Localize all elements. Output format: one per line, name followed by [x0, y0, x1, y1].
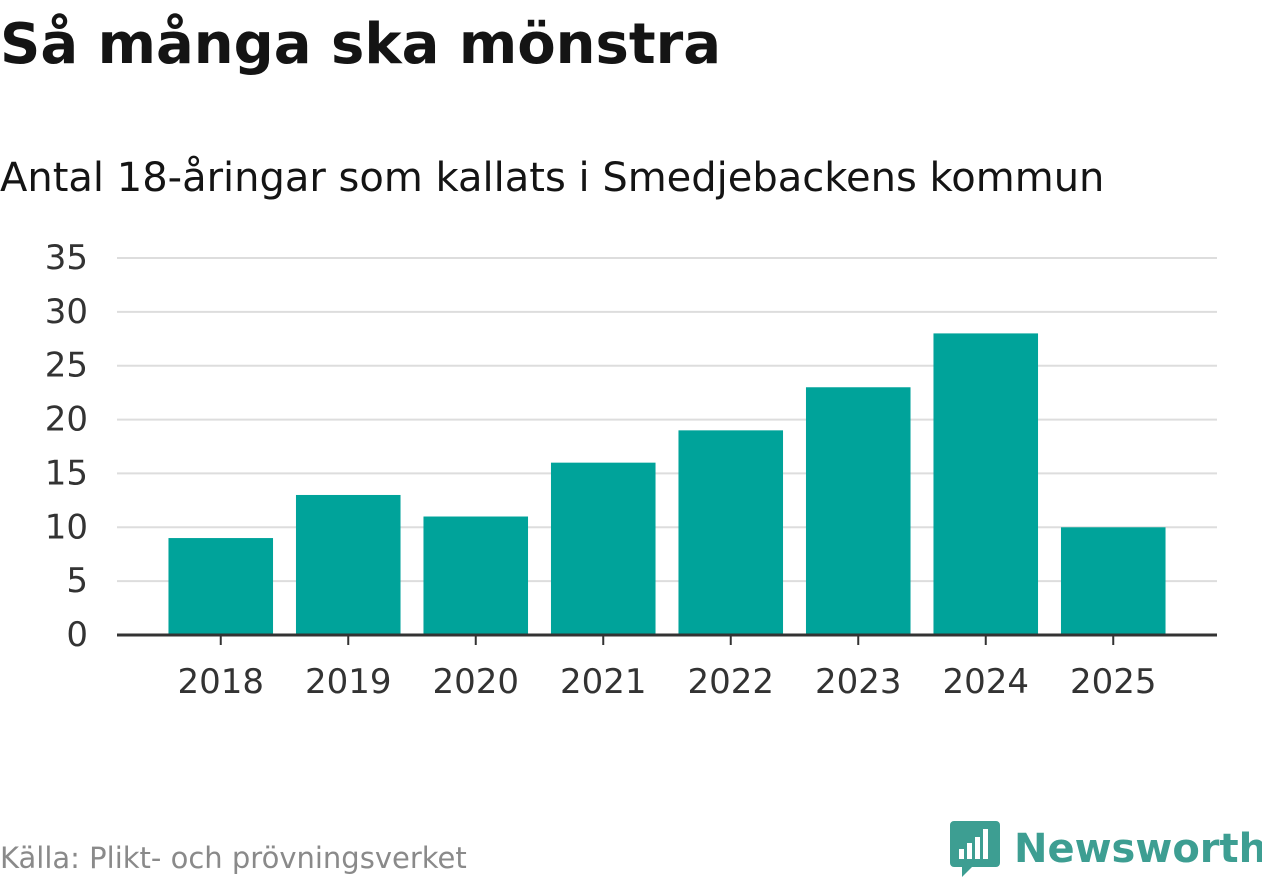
y-tick-label: 10: [45, 507, 88, 547]
bar-2018: [168, 538, 274, 635]
x-tick-label: 2025: [1070, 662, 1157, 702]
x-tick-label: 2018: [177, 662, 264, 702]
y-tick-label: 5: [66, 561, 88, 601]
bar-2022: [678, 430, 784, 635]
bar-2020: [423, 516, 529, 635]
bar-2024: [933, 333, 1039, 635]
bar-2019: [295, 494, 401, 635]
x-tick-label: 2024: [942, 662, 1029, 702]
chart-title: Så många ska mönstra: [0, 12, 722, 77]
newsworthy-logo-icon: [950, 821, 1000, 877]
bar-2023: [805, 387, 911, 635]
y-tick-label: 15: [45, 453, 88, 493]
y-tick-label: 0: [66, 615, 88, 655]
axes: [117, 633, 1217, 645]
bars: [168, 333, 1166, 635]
y-tick-label: 20: [45, 400, 88, 440]
bar-2021: [550, 462, 656, 635]
grid-lines: [117, 257, 1217, 583]
x-tick-label: 2022: [687, 662, 774, 702]
brand: Newsworthy: [950, 818, 1262, 880]
x-tick-label: 2023: [815, 662, 902, 702]
bar-2025: [1060, 527, 1166, 635]
x-tick-label: 2020: [432, 662, 519, 702]
source-note: Källa: Plikt- och prövningsverket: [0, 841, 467, 875]
chart-subtitle: Antal 18-åringar som kallats i Smedjebac…: [0, 155, 1105, 201]
y-tick-label: 25: [45, 346, 88, 386]
y-tick-label: 30: [45, 292, 88, 332]
x-tick-label: 2021: [560, 662, 647, 702]
x-tick-label: 2019: [305, 662, 392, 702]
brand-name: Newsworthy: [1014, 826, 1262, 872]
y-tick-label: 35: [45, 238, 88, 278]
